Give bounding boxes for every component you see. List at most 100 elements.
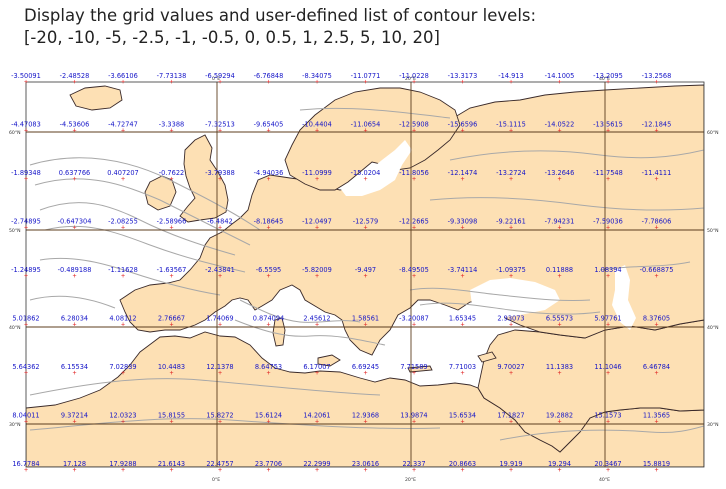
grid-value-label: -0.668875 bbox=[640, 266, 674, 274]
grid-point-marker: + bbox=[412, 128, 416, 135]
grid-point-marker: + bbox=[412, 467, 416, 474]
grid-value-label: -9.33098 bbox=[448, 218, 478, 226]
grid-value-label: 1.08394 bbox=[594, 266, 621, 274]
grid-value-label: 12.9368 bbox=[352, 412, 379, 420]
grid-value-label: 6.28034 bbox=[61, 315, 88, 323]
grid-value-label: 15.1573 bbox=[594, 412, 621, 420]
grid-point-marker: + bbox=[460, 128, 464, 135]
grid-value-label: 21.6143 bbox=[158, 460, 185, 468]
grid-point-marker: + bbox=[557, 79, 561, 86]
grid-value-label: -0.647304 bbox=[58, 218, 92, 226]
grid-value-label: -13.2095 bbox=[593, 72, 623, 80]
grid-value-label: 2.76667 bbox=[158, 315, 185, 323]
grid-value-label: 1.58561 bbox=[352, 315, 379, 323]
grid-value-label: -3.3388 bbox=[159, 121, 184, 129]
caspian-sea bbox=[612, 265, 636, 330]
grid-point-marker: + bbox=[654, 176, 658, 183]
grid-point-marker: + bbox=[363, 225, 367, 232]
grid-value-label: -1.09375 bbox=[496, 266, 526, 274]
grid-point-marker: + bbox=[218, 322, 222, 329]
grid-point-marker: + bbox=[557, 322, 561, 329]
map-border bbox=[25, 81, 705, 468]
grid-value-label: -0.7622 bbox=[159, 169, 184, 177]
grid-value-label: -13.2646 bbox=[545, 169, 575, 177]
grid-point-marker: + bbox=[460, 419, 464, 426]
grid-value-label: -1.24895 bbox=[11, 266, 41, 274]
grid-point-marker: + bbox=[557, 273, 561, 280]
grid-value-label: 6.15534 bbox=[61, 363, 88, 371]
lat-label: 50°N bbox=[9, 228, 21, 234]
contour-line bbox=[34, 178, 251, 246]
grid-point-marker: + bbox=[412, 79, 416, 86]
grid-value-label: 19.2882 bbox=[546, 412, 573, 420]
grid-point-marker: + bbox=[169, 128, 173, 135]
grid-point-marker: + bbox=[460, 322, 464, 329]
grid-point-marker: + bbox=[266, 467, 270, 474]
grid-point-marker: + bbox=[72, 322, 76, 329]
grid-point-marker: + bbox=[315, 128, 319, 135]
grid-value-label: -8.49505 bbox=[399, 266, 429, 274]
grid-value-label: -1.63567 bbox=[157, 266, 187, 274]
grid-value-label: 0.874094 bbox=[253, 315, 284, 323]
grid-point-marker: + bbox=[509, 467, 513, 474]
lon-label: 0°E bbox=[212, 477, 220, 483]
grid-point-marker: + bbox=[121, 128, 125, 135]
grid-point-marker: + bbox=[315, 467, 319, 474]
grid-value-label: -9.65405 bbox=[254, 121, 284, 129]
landmass-cyprus bbox=[477, 351, 497, 363]
grid-value-label: -11.7548 bbox=[593, 169, 623, 177]
contour-line bbox=[39, 257, 221, 296]
grid-value-label: -14.0522 bbox=[545, 121, 575, 129]
grid-value-label: -4.94036 bbox=[254, 169, 284, 177]
grid-value-label: 15.6534 bbox=[449, 412, 476, 420]
grid-value-label: 9.70027 bbox=[497, 363, 524, 371]
grid-point-marker: + bbox=[266, 176, 270, 183]
grid-value-label: 7.71003 bbox=[449, 363, 476, 371]
landmass-europe bbox=[119, 84, 704, 356]
grid-point-marker: + bbox=[121, 273, 125, 280]
lat-label: 40°N bbox=[9, 325, 21, 331]
grid-point-marker: + bbox=[315, 370, 319, 377]
grid-point-marker: + bbox=[218, 176, 222, 183]
lon-label: 40°E bbox=[599, 76, 610, 82]
grid-value-label: 15.8819 bbox=[643, 460, 670, 468]
grid-value-label: -2.43841 bbox=[205, 266, 235, 274]
grid-value-label: -2.08255 bbox=[108, 218, 138, 226]
landmass-sicily bbox=[317, 354, 341, 367]
grid-point-marker: + bbox=[606, 419, 610, 426]
grid-point-marker: + bbox=[363, 79, 367, 86]
title-line-2: [-20, -10, -5, -2.5, -1, -0.5, 0, 0.5, 1… bbox=[24, 28, 440, 47]
grid-point-marker: + bbox=[72, 225, 76, 232]
grid-point-marker: + bbox=[169, 176, 173, 183]
contour-line bbox=[29, 378, 381, 396]
lon-label: 0°E bbox=[212, 76, 220, 82]
grid-point-marker: + bbox=[121, 467, 125, 474]
grid-value-label: -8.18645 bbox=[254, 218, 284, 226]
contour-line bbox=[29, 418, 441, 431]
grid-value-label: -2.48528 bbox=[60, 72, 90, 80]
grid-point-marker: + bbox=[169, 419, 173, 426]
contour-line bbox=[599, 261, 691, 271]
grid-point-marker: + bbox=[654, 370, 658, 377]
grid-value-label: -13.2568 bbox=[642, 72, 672, 80]
grid-value-label: 22.337 bbox=[402, 460, 425, 468]
grid-value-label: -3.66106 bbox=[108, 72, 138, 80]
title-line-1: Display the grid values and user-defined… bbox=[24, 6, 537, 25]
grid-value-label: -7.78606 bbox=[642, 218, 672, 226]
grid-value-label: 20.8663 bbox=[449, 460, 476, 468]
grid-point-marker: + bbox=[169, 273, 173, 280]
grid-value-label: 5.01862 bbox=[12, 315, 39, 323]
grid-value-label: -15.1115 bbox=[496, 121, 526, 129]
landmass-middle-east bbox=[477, 319, 704, 453]
grid-value-label: -8.34075 bbox=[302, 72, 332, 80]
grid-point-marker: + bbox=[315, 273, 319, 280]
grid-value-label: 4.08112 bbox=[109, 315, 136, 323]
grid-value-label: 15.8272 bbox=[206, 412, 233, 420]
grid-value-label: -6.76848 bbox=[254, 72, 284, 80]
grid-value-label: -11.0654 bbox=[351, 121, 381, 129]
grid-point-marker: + bbox=[460, 467, 464, 474]
grid-value-label: -2.58966 bbox=[157, 218, 187, 226]
grid-value-label: -3.50091 bbox=[11, 72, 41, 80]
grid-point-marker: + bbox=[315, 225, 319, 232]
contour-line bbox=[29, 157, 261, 231]
